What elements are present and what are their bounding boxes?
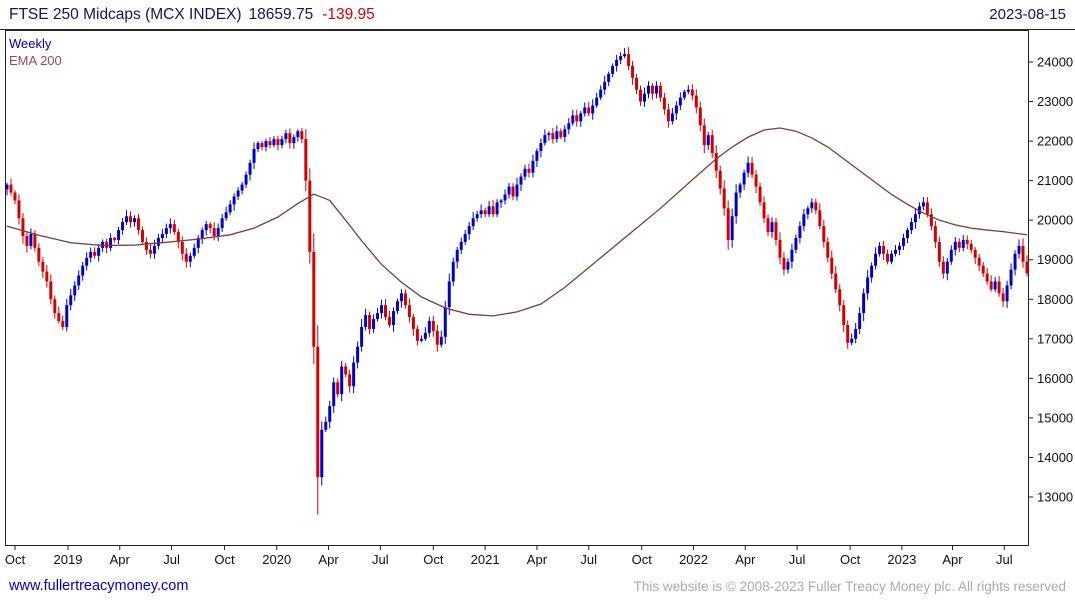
svg-text:Oct: Oct: [423, 552, 444, 567]
svg-text:2021: 2021: [471, 552, 500, 567]
svg-text:2019: 2019: [54, 552, 83, 567]
page-title: FTSE 250 Midcaps (MCX INDEX): [9, 5, 242, 23]
footer: www.fullertreacymoney.com This website i…: [0, 572, 1075, 600]
svg-text:18000: 18000: [1037, 292, 1073, 307]
svg-text:24000: 24000: [1037, 55, 1073, 70]
svg-text:2023: 2023: [887, 552, 916, 567]
chart-area[interactable]: 13000 14000 15000 16000 17000 18000 19000 20000…: [0, 30, 1075, 572]
svg-text:22000: 22000: [1037, 134, 1073, 149]
svg-text:Apr: Apr: [942, 552, 963, 567]
last-price: 18659.75: [248, 5, 314, 23]
svg-text:Oct: Oct: [214, 552, 235, 567]
svg-text:16000: 16000: [1037, 371, 1073, 386]
svg-text:17000: 17000: [1037, 331, 1073, 346]
svg-text:Jul: Jul: [580, 552, 597, 567]
svg-text:Oct: Oct: [632, 552, 653, 567]
svg-text:19000: 19000: [1037, 252, 1073, 267]
svg-text:Jul: Jul: [789, 552, 806, 567]
svg-text:Jul: Jul: [372, 552, 389, 567]
svg-text:Jul: Jul: [996, 552, 1013, 567]
svg-text:Apr: Apr: [318, 552, 339, 567]
svg-text:2020: 2020: [262, 552, 291, 567]
svg-text:20000: 20000: [1037, 213, 1073, 228]
svg-text:13000: 13000: [1037, 489, 1073, 504]
ema-line: [6, 127, 1028, 317]
svg-text:Oct: Oct: [840, 552, 861, 567]
svg-text:Jul: Jul: [163, 552, 180, 567]
svg-text:14000: 14000: [1037, 450, 1073, 465]
as-of-date: 2023-08-15: [989, 6, 1066, 23]
svg-text:Apr: Apr: [527, 552, 548, 567]
svg-text:21000: 21000: [1037, 173, 1073, 188]
price-change: -139.95: [322, 5, 375, 23]
price-chart[interactable]: 13000 14000 15000 16000 17000 18000 19000 20000…: [0, 30, 1075, 572]
copyright-text: This website is © 2008-2023 Fuller Treac…: [633, 578, 1066, 594]
svg-text:2022: 2022: [679, 552, 708, 567]
svg-text:Apr: Apr: [735, 552, 756, 567]
website-link[interactable]: www.fullertreacymoney.com: [9, 578, 189, 594]
svg-text:Apr: Apr: [110, 552, 131, 567]
svg-text:Oct: Oct: [5, 552, 26, 567]
chart-header: FTSE 250 Midcaps (MCX INDEX) 18659.75 -1…: [0, 0, 1075, 30]
svg-text:15000: 15000: [1037, 410, 1073, 425]
svg-text:23000: 23000: [1037, 94, 1073, 109]
